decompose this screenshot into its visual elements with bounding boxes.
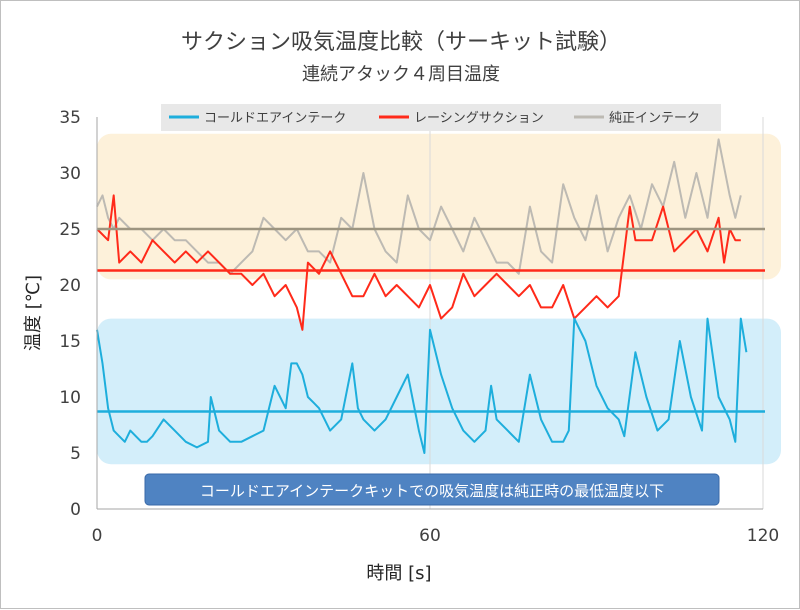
- y-tick-label: 10: [59, 388, 81, 408]
- band-1: [97, 318, 781, 465]
- x-axis-title: 時間 [s]: [366, 563, 431, 584]
- series-lines: [96, 138, 748, 454]
- series-line-2: [96, 138, 742, 275]
- chart-title: サクション吸気温度比較（サーキット試験）: [181, 30, 621, 55]
- grid: [429, 117, 764, 509]
- x-tick-label: 60: [419, 526, 441, 546]
- y-tick-label: 20: [59, 276, 81, 296]
- mean-lines: [97, 227, 765, 413]
- annotation-background: [144, 473, 720, 506]
- x-tick-labels: 0 60 120: [92, 526, 780, 546]
- legend-label-stock-intake: 純正インテーク: [609, 111, 700, 126]
- y-tick-label: 30: [59, 164, 81, 184]
- annotation-text: コールドエアインテークキットでの吸気温度は純正時の最低温度以下: [200, 482, 664, 500]
- legend-label-racing-suction: レーシングサクション: [414, 111, 544, 126]
- x-tick-label: 0: [92, 526, 103, 546]
- chart-subtitle: 連続アタック４周目温度: [302, 64, 500, 85]
- y-tick-label: 5: [70, 444, 81, 464]
- series-line-1: [96, 194, 741, 331]
- y-tick-labels: 0 5 10 15 20 25 30 35: [59, 108, 81, 520]
- band-0: [97, 133, 781, 280]
- legend: コールドエアインテーク レーシングサクション 純正インテーク: [161, 104, 721, 131]
- legend-background: [161, 104, 721, 131]
- y-tick-label: 35: [59, 108, 81, 128]
- x-tick-label: 120: [747, 526, 779, 546]
- y-axis-title: 温度 [℃]: [23, 275, 44, 351]
- y-tick-label: 25: [59, 220, 81, 240]
- legend-label-cold-air: コールドエアインテーク: [204, 111, 346, 126]
- annotation-box: コールドエアインテークキットでの吸気温度は純正時の最低温度以下: [144, 473, 720, 506]
- series-line-0: [96, 317, 748, 454]
- y-tick-label: 15: [59, 332, 81, 352]
- y-tick-label: 0: [70, 500, 81, 520]
- axes: [96, 117, 763, 510]
